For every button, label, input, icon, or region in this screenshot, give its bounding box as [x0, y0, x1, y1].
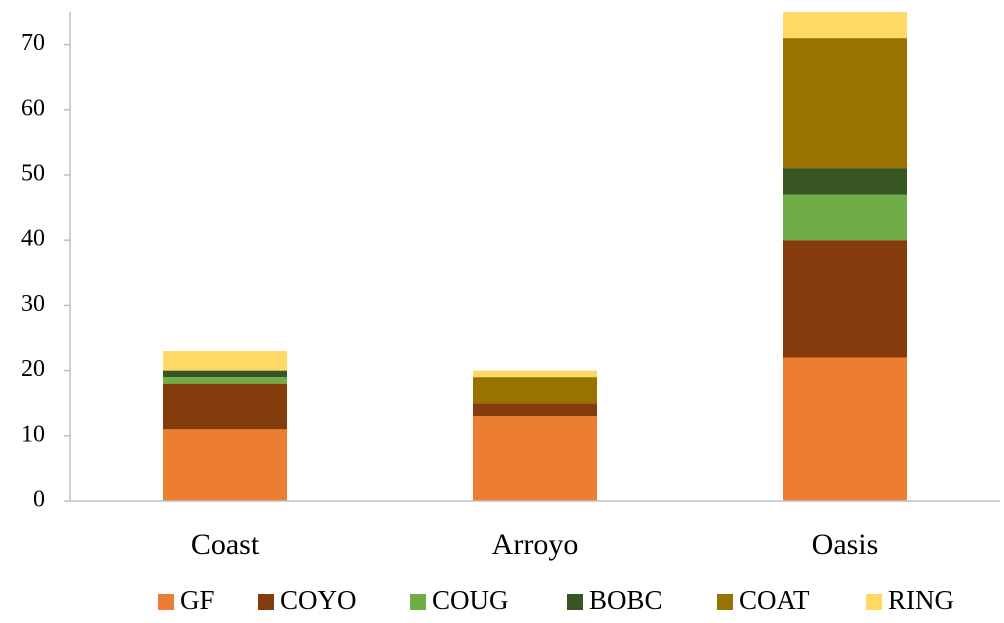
legend-swatch: [158, 594, 174, 610]
bar-segment: [783, 12, 907, 39]
bar-segment: [163, 377, 287, 384]
bar-segment: [783, 168, 907, 195]
y-tick-label: 0: [33, 487, 45, 513]
x-tick-label: Oasis: [812, 528, 879, 561]
bar-segment: [783, 240, 907, 358]
legend-swatch: [866, 594, 882, 610]
y-tick-label: 30: [21, 291, 45, 317]
bar-segment: [473, 416, 597, 501]
x-tick-label: Arroyo: [492, 528, 579, 561]
legend-label: GF: [180, 585, 215, 615]
legend-swatch: [410, 594, 426, 610]
bar-segment: [163, 370, 287, 378]
y-tick-label: 70: [21, 30, 45, 56]
y-tick-label: 50: [21, 161, 45, 187]
bar-segment: [473, 370, 597, 378]
bar-segment: [783, 357, 907, 501]
y-tick-label: 10: [21, 421, 45, 447]
bar-segment: [783, 38, 907, 169]
bar-segment: [473, 403, 597, 417]
y-tick-label: 20: [21, 356, 45, 382]
bar-segment: [473, 377, 597, 404]
legend-label: RING: [888, 585, 954, 615]
legend-label: COAT: [739, 585, 810, 615]
y-tick-label: 40: [21, 226, 45, 252]
y-tick-label: 60: [21, 95, 45, 121]
legend-swatch: [717, 594, 733, 610]
legend-swatch: [258, 594, 274, 610]
x-tick-label: Coast: [191, 528, 260, 561]
bar-segment: [783, 194, 907, 241]
bar-segment: [163, 383, 287, 430]
bar-segment: [163, 351, 287, 371]
legend-swatch: [567, 594, 583, 610]
bar-segment: [163, 429, 287, 501]
legend-label: BOBC: [589, 585, 663, 615]
legend-label: COYO: [280, 585, 357, 615]
legend-label: COUG: [432, 585, 509, 615]
